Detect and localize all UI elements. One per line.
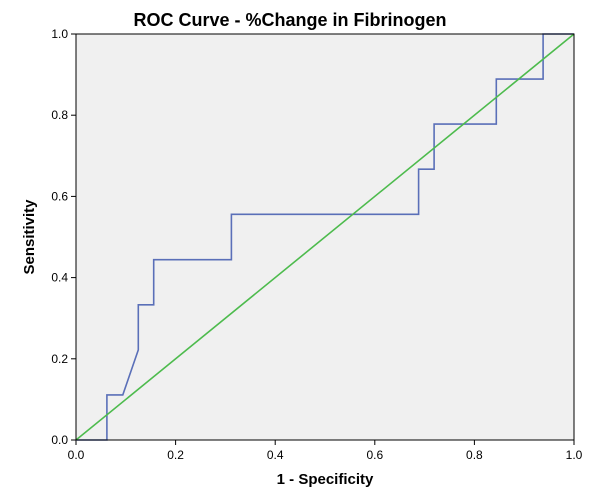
x-axis-label: 1 - Specificity xyxy=(277,471,374,488)
series-layer xyxy=(75,33,575,441)
x-tick-label: 0.2 xyxy=(167,448,184,462)
x-tick-label: 0.4 xyxy=(267,448,284,462)
roc-curve-line xyxy=(76,33,574,441)
y-axis-label: Sensitivity xyxy=(21,199,38,275)
y-tick-label: 1.0 xyxy=(51,27,68,41)
x-tick-label: 1.0 xyxy=(566,448,583,462)
x-tick-label: 0.0 xyxy=(68,448,85,462)
y-tick-label: 0.4 xyxy=(51,271,68,285)
y-tick-label: 0.6 xyxy=(51,189,68,203)
y-tick-label: 0.0 xyxy=(51,433,68,447)
y-axis-ticks: 0.0 0.2 0.4 0.6 0.8 1.0 xyxy=(51,27,76,447)
y-tick-label: 0.8 xyxy=(51,108,68,122)
chart-title: ROC Curve - %Change in Fibrinogen xyxy=(133,10,446,30)
x-tick-label: 0.8 xyxy=(466,448,483,462)
reference-diagonal-line xyxy=(75,33,575,441)
x-tick-label: 0.6 xyxy=(366,448,383,462)
x-axis-ticks: 0.0 0.2 0.4 0.6 0.8 1.0 xyxy=(68,440,583,462)
y-tick-label: 0.2 xyxy=(51,352,68,366)
plot-frame xyxy=(75,33,575,441)
